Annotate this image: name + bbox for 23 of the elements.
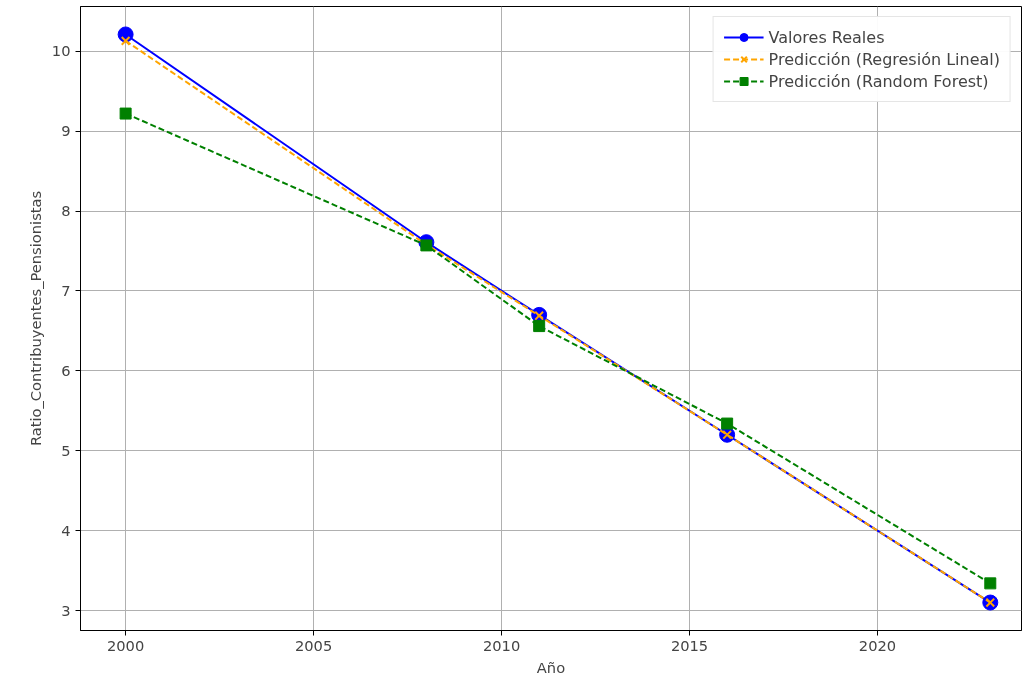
y-tick-label: 6 [61,361,71,379]
x-axis-title: Año [536,658,566,676]
point [120,35,131,46]
x-tick-label: 2015 [670,636,709,654]
legend-label: Valores Reales [768,27,885,47]
point [721,417,734,430]
y-axis-title: Ratio_Contribuyentes_Pensionistas [26,190,44,447]
point [533,320,546,333]
x-tick-label: 2000 [106,636,145,654]
y-tick-label: 4 [61,521,71,539]
x-tick-label: 2005 [294,636,333,654]
y-tick-label: 8 [61,202,71,220]
point [119,107,132,120]
legend-label: Predicción (Regresión Lineal) [768,49,1000,69]
point [984,577,997,590]
y-tick-label: 5 [61,441,71,459]
y-tick-label: 3 [61,601,71,619]
y-tick-label: 10 [51,42,71,60]
x-tick-label: 2010 [482,636,521,654]
legend-label: Predicción (Random Forest) [768,71,989,91]
y-tick-label: 7 [61,281,71,299]
x-tick-label: 2020 [858,636,897,654]
y-tick-label: 9 [61,122,71,140]
